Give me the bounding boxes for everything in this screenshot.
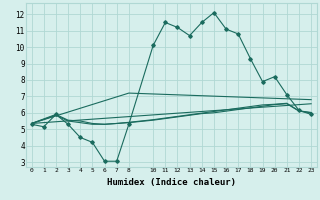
X-axis label: Humidex (Indice chaleur): Humidex (Indice chaleur)	[107, 178, 236, 187]
